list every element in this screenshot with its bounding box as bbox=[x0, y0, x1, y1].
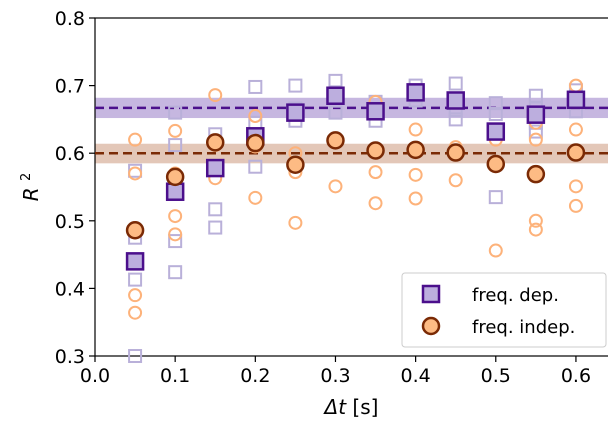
y-axis-label: R 2 bbox=[19, 173, 43, 202]
faint-point-square bbox=[168, 105, 183, 120]
faint-point-square bbox=[288, 78, 303, 93]
data-point-square bbox=[286, 103, 305, 122]
faint-point-circle bbox=[528, 222, 543, 237]
data-point-circle bbox=[446, 143, 465, 162]
faint-point-square bbox=[488, 106, 503, 121]
data-point-circle bbox=[326, 131, 345, 150]
faint-point-circle bbox=[528, 132, 543, 147]
faint-point-circle bbox=[408, 167, 423, 182]
legend-label-freq-indep: freq. indep. bbox=[472, 317, 575, 338]
data-point-square bbox=[566, 90, 586, 110]
data-point-circle bbox=[366, 141, 385, 160]
faint-point-circle bbox=[408, 122, 423, 137]
faint-point-circle bbox=[488, 243, 503, 258]
legend-label-freq-dep: freq. dep. bbox=[472, 285, 559, 306]
faint-point-circle bbox=[208, 88, 223, 103]
x-tick-label: 0.2 bbox=[240, 365, 270, 387]
data-point-circle bbox=[526, 164, 546, 184]
faint-point-square bbox=[208, 202, 223, 217]
y-tick-label: 0.8 bbox=[55, 8, 85, 30]
data-point-square bbox=[205, 158, 225, 178]
faint-point-circle bbox=[568, 78, 583, 93]
legend-box bbox=[401, 272, 607, 348]
faint-point-circle bbox=[408, 191, 423, 206]
faint-point-circle bbox=[168, 227, 183, 242]
faint-point-square bbox=[128, 349, 143, 363]
y-axis-ticks: 0.3 0.4 0.5 0.6 0.7 0.8 bbox=[55, 8, 95, 368]
legend-marker-freq-dep bbox=[421, 284, 441, 304]
data-point-square bbox=[326, 86, 345, 105]
data-point-square bbox=[165, 182, 185, 201]
x-tick-label: 0.6 bbox=[561, 365, 591, 387]
x-axis-label-unit: [s] bbox=[352, 395, 378, 419]
faint-point-circle bbox=[128, 305, 143, 320]
faint-point-circle bbox=[568, 122, 583, 137]
x-axis-ticks: 0.0 0.1 0.2 0.3 0.4 0.5 0.6 bbox=[80, 356, 591, 387]
faint-point-circle bbox=[128, 132, 143, 147]
x-tick-label: 0.4 bbox=[401, 365, 431, 387]
y-axis-label-base: R bbox=[19, 187, 43, 201]
y-tick-label: 0.7 bbox=[55, 76, 85, 98]
faint-point-circle bbox=[168, 123, 183, 138]
faint-point-circle bbox=[568, 179, 583, 194]
main-points bbox=[125, 83, 586, 271]
data-point-circle bbox=[205, 133, 225, 152]
x-tick-label: 0.5 bbox=[481, 365, 511, 387]
data-point-square bbox=[366, 102, 385, 121]
data-point-circle bbox=[246, 133, 265, 153]
y-tick-label: 0.6 bbox=[55, 143, 85, 165]
legend-marker-freq-indep bbox=[421, 316, 441, 336]
y-tick-label: 0.4 bbox=[55, 278, 85, 300]
data-point-circle bbox=[125, 221, 145, 240]
data-point-square bbox=[486, 122, 506, 141]
faint-point-circle bbox=[248, 109, 263, 124]
faint-point-circle bbox=[568, 198, 583, 213]
data-point-circle bbox=[406, 140, 425, 160]
x-tick-label: 0.0 bbox=[80, 365, 110, 387]
data-point-circle bbox=[566, 143, 586, 162]
faint-point-square bbox=[168, 265, 183, 280]
data-point-circle bbox=[165, 167, 185, 187]
faint-point-circle bbox=[328, 179, 343, 194]
faint-point-circle bbox=[368, 196, 383, 211]
data-point-circle bbox=[486, 154, 506, 174]
data-point-square bbox=[125, 252, 145, 271]
data-point-square bbox=[446, 91, 465, 110]
data-point-square bbox=[526, 105, 546, 124]
data-point-circle bbox=[286, 155, 305, 174]
faint-point-square bbox=[448, 112, 463, 127]
faint-point-circle bbox=[528, 213, 543, 228]
faint-point-square bbox=[528, 124, 543, 139]
faint-point-square bbox=[248, 159, 263, 174]
faint-point-square bbox=[128, 272, 143, 287]
faint-point-circle bbox=[128, 166, 143, 181]
x-axis-label-symbol: Δt bbox=[323, 395, 348, 419]
faint-point-square bbox=[168, 138, 183, 153]
faint-point-square bbox=[448, 76, 463, 91]
plot-frame bbox=[94, 17, 608, 357]
x-axis-label: Δt [s] bbox=[323, 395, 379, 419]
legend: freq. dep. freq. indep. bbox=[401, 272, 607, 348]
plot-area bbox=[94, 17, 608, 357]
faint-point-circle bbox=[448, 173, 463, 188]
faint-point-square bbox=[488, 96, 503, 111]
y-tick-label: 0.5 bbox=[55, 211, 85, 233]
faint-point-square bbox=[168, 234, 183, 249]
faint-point-circle bbox=[128, 288, 143, 303]
faint-point-square bbox=[328, 105, 343, 120]
y-axis-label-exponent: 2 bbox=[19, 173, 34, 181]
faint-point-square bbox=[248, 79, 263, 94]
faint-point-circle bbox=[288, 215, 303, 230]
faint-point-square bbox=[328, 73, 343, 88]
x-tick-label: 0.3 bbox=[320, 365, 350, 387]
data-point-square bbox=[406, 83, 425, 102]
y-tick-label: 0.3 bbox=[55, 346, 85, 368]
faint-point-square bbox=[208, 220, 223, 235]
x-tick-label: 0.1 bbox=[160, 365, 190, 387]
faint-point-circle bbox=[168, 209, 183, 224]
faint-point-square bbox=[488, 190, 503, 205]
faint-point-circle bbox=[248, 190, 263, 205]
faint-point-circle bbox=[368, 165, 383, 180]
